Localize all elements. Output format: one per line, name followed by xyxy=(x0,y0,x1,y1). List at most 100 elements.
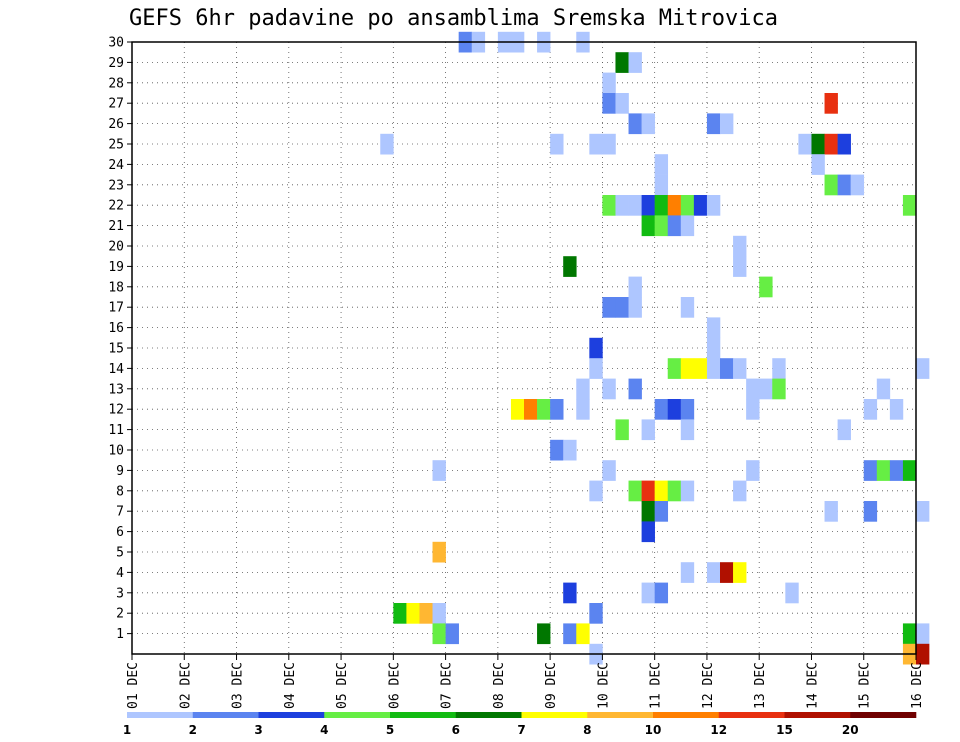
x-tick-label: 09 DEC xyxy=(544,662,559,709)
data-cell xyxy=(733,235,747,257)
y-tick-label: 22 xyxy=(108,199,124,214)
data-cell xyxy=(902,195,917,216)
data-cell xyxy=(654,501,669,522)
data-cell xyxy=(641,419,655,441)
y-tick-label: 18 xyxy=(108,280,124,295)
y-tick-label: 9 xyxy=(116,464,124,479)
data-cell xyxy=(615,52,629,73)
data-cell xyxy=(706,195,721,216)
y-tick-label: 5 xyxy=(116,546,124,561)
x-tick-label: 06 DEC xyxy=(387,662,402,709)
data-cell xyxy=(680,419,695,441)
legend-swatch xyxy=(455,712,522,718)
data-cell xyxy=(641,521,655,543)
data-cell xyxy=(615,195,629,216)
data-cell xyxy=(537,623,551,645)
data-cell xyxy=(628,195,642,216)
data-cell xyxy=(706,358,721,379)
data-cell xyxy=(576,399,590,420)
legend-label: 2 xyxy=(189,723,197,737)
y-tick-label: 11 xyxy=(108,423,124,438)
y-tick-label: 10 xyxy=(108,444,124,459)
x-tick-label: 15 DEC xyxy=(858,662,873,709)
data-cell xyxy=(641,501,655,522)
y-tick-label: 20 xyxy=(108,240,124,255)
data-cell xyxy=(733,256,747,277)
data-cell xyxy=(706,337,721,359)
data-cell xyxy=(641,215,655,237)
y-tick-label: 17 xyxy=(108,301,124,316)
data-cell xyxy=(589,480,603,502)
data-cell xyxy=(524,399,538,420)
data-cell xyxy=(680,195,695,216)
data-cell xyxy=(628,480,642,502)
y-tick-label: 13 xyxy=(108,382,124,397)
y-tick-label: 26 xyxy=(108,117,124,132)
data-cell xyxy=(720,562,734,583)
y-tick-label: 12 xyxy=(108,403,124,418)
data-cell xyxy=(902,460,917,481)
data-cell xyxy=(706,113,721,135)
x-tick-label: 14 DEC xyxy=(805,662,820,709)
data-cell xyxy=(680,399,695,420)
data-cell xyxy=(680,480,695,502)
y-tick-label: 19 xyxy=(108,260,124,275)
data-cell xyxy=(641,113,655,135)
data-cell xyxy=(876,378,891,400)
legend-label: 3 xyxy=(254,723,262,737)
data-cell xyxy=(916,358,930,379)
data-cell xyxy=(720,358,734,379)
data-cell xyxy=(850,174,865,196)
data-cell xyxy=(641,582,655,604)
data-cell xyxy=(889,399,904,420)
data-cell xyxy=(824,133,838,155)
data-cell xyxy=(380,133,394,155)
data-cell xyxy=(759,276,773,298)
data-cell xyxy=(824,93,838,114)
data-cell xyxy=(863,501,878,522)
data-cell xyxy=(902,623,917,645)
y-tick-label: 4 xyxy=(116,566,124,581)
data-cell xyxy=(615,297,629,318)
data-cell xyxy=(837,419,851,441)
data-cell xyxy=(772,378,786,400)
y-tick-label: 8 xyxy=(116,484,124,499)
data-cell xyxy=(563,623,577,645)
data-cell xyxy=(916,501,930,522)
data-cell xyxy=(589,603,603,624)
data-cell xyxy=(733,358,747,379)
data-cell xyxy=(654,582,669,604)
legend-swatch xyxy=(784,712,851,718)
grid-lines xyxy=(132,42,916,654)
data-cell xyxy=(628,378,642,400)
data-cell xyxy=(916,643,930,665)
data-cell xyxy=(733,480,747,502)
data-cell xyxy=(602,72,616,94)
y-tick-label: 30 xyxy=(108,36,124,51)
data-cell xyxy=(811,154,825,175)
data-cells xyxy=(380,31,930,665)
data-cell xyxy=(706,317,721,339)
y-tick-label: 7 xyxy=(116,505,124,520)
legend-swatch xyxy=(850,712,917,718)
data-cell xyxy=(824,501,838,522)
data-cell xyxy=(824,174,838,196)
y-tick-label: 29 xyxy=(108,56,124,71)
legend-swatch xyxy=(718,712,785,718)
data-cell xyxy=(746,378,760,400)
data-cell xyxy=(746,460,760,481)
data-cell xyxy=(916,623,930,645)
y-tick-label: 25 xyxy=(108,138,124,153)
data-cell xyxy=(654,174,669,196)
legend-label: 8 xyxy=(583,723,591,737)
data-cell xyxy=(602,195,616,216)
legend-label: 7 xyxy=(517,723,525,737)
legend-label: 15 xyxy=(776,723,793,737)
data-cell xyxy=(654,154,669,175)
data-cell xyxy=(693,358,708,379)
y-tick-label: 27 xyxy=(108,97,124,112)
data-cell xyxy=(550,439,564,461)
data-cell xyxy=(667,399,682,420)
legend-swatch xyxy=(192,712,259,718)
